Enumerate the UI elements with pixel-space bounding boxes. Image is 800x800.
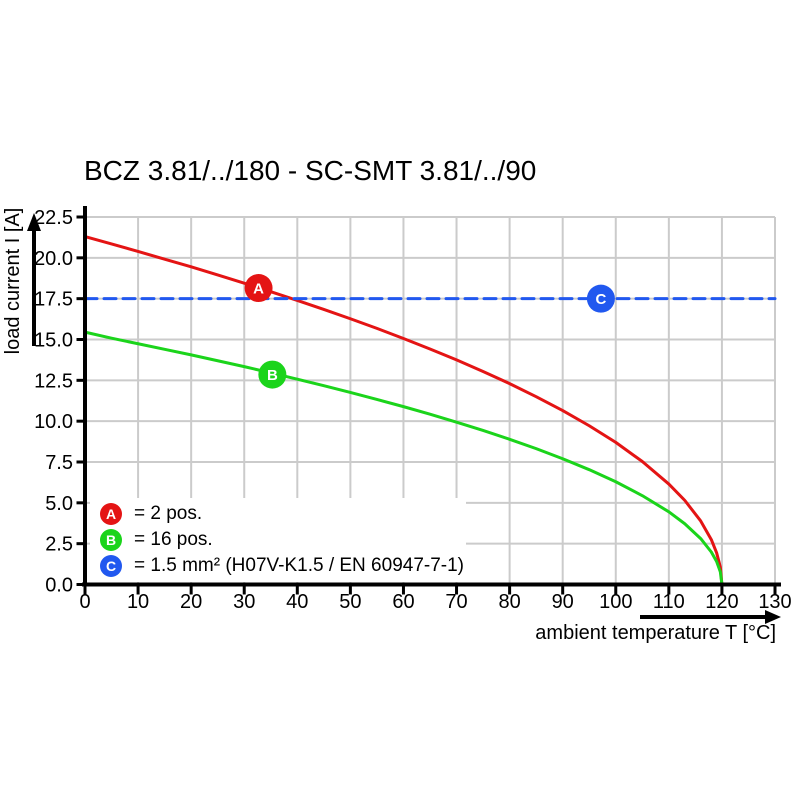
marker-a (244, 274, 273, 303)
marker-b (258, 360, 287, 389)
x-tick-label: 20 (180, 591, 202, 613)
x-tick-label: 130 (758, 591, 791, 613)
marker-layer: A B C (244, 274, 615, 389)
legend-item-b: B = 16 pos. (90, 527, 466, 553)
legend-label-b: = 16 pos. (134, 529, 213, 550)
x-tick-label: 30 (233, 591, 255, 613)
y-tick-label: 7.5 (45, 452, 73, 474)
x-tick-label: 110 (653, 591, 685, 613)
y-tick-label: 2.5 (45, 534, 73, 556)
x-tick-label: 50 (339, 591, 361, 613)
x-tick-label: 80 (498, 591, 520, 613)
x-axis-arrowhead-icon (765, 610, 781, 624)
legend-label-c: = 1.5 mm² (H07V-K1.5 / EN 60947-7-1) (134, 555, 465, 576)
marker-letter-b: B (267, 367, 278, 384)
x-tick-label: 0 (79, 591, 90, 613)
x-axis-title: ambient temperature T [°C] (535, 622, 776, 644)
x-tick-label: 90 (552, 591, 574, 613)
y-tick-label: 5.0 (45, 493, 73, 515)
legend-label-a: = 2 pos. (134, 503, 203, 524)
x-tick-label: 40 (286, 591, 308, 613)
legend-item-c: C = 1.5 mm² (H07V-K1.5 / EN 60947-7-1) (90, 553, 466, 579)
y-axis-title: load current I [A] (2, 208, 24, 355)
curve-a (83, 235, 724, 586)
x-tick-label: 100 (599, 591, 632, 613)
y-tick-label: 17.5 (34, 289, 73, 311)
marker-letter-a: A (253, 281, 264, 298)
series-b-badge: B (100, 529, 122, 551)
y-tick-label: 22.5 (34, 207, 73, 229)
marker-c (586, 284, 615, 313)
x-tick-label: 10 (127, 591, 149, 613)
y-tick-label: 10.0 (34, 411, 73, 433)
series-a-badge: A (100, 503, 122, 525)
x-tick-label: 70 (445, 591, 467, 613)
curve-b (83, 330, 724, 586)
legend: A = 2 pos. B = 16 pos. C = 1.5 mm² (H07V… (90, 498, 466, 582)
y-tick-label: 12.5 (34, 370, 73, 392)
chart-title: BCZ 3.81/../180 - SC-SMT 3.81/../90 (84, 155, 537, 186)
axis-layer: 0 10 20 30 40 50 60 70 80 90 100 110 120 130 0.0 2.5 5.0… (27, 206, 792, 624)
curve-layer (83, 235, 777, 586)
marker-letter-c: C (595, 291, 606, 308)
legend-item-a: A = 2 pos. (90, 501, 466, 527)
y-tick-label: 20.0 (34, 248, 73, 270)
y-axis-arrowhead-icon (27, 213, 41, 231)
y-tick-label: 15.0 (34, 330, 73, 352)
y-tick-label: 0.0 (45, 575, 73, 597)
x-tick-label: 60 (392, 591, 414, 613)
series-c-badge: C (100, 555, 122, 577)
x-tick-label: 120 (705, 591, 738, 613)
